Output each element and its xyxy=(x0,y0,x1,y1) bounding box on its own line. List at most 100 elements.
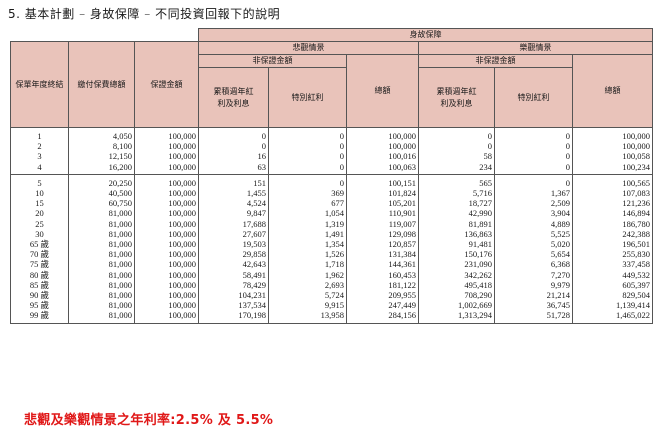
table-row: 80 歲 81,000 100,000 58,491 1,962 160,453 342,2… xyxy=(10,269,654,280)
header-accum-bonus-pess: 累積週年紅利及利息 xyxy=(198,67,270,128)
table-cell: 829,504 xyxy=(572,290,654,301)
table-cell: 146,894 xyxy=(572,208,654,219)
table-cell: 120,857 xyxy=(346,239,420,250)
table-cell: 2 xyxy=(10,141,69,152)
table-cell: 1,526 xyxy=(268,249,348,260)
table-cell: 0 xyxy=(494,174,574,189)
table-cell: 58,491 xyxy=(198,269,270,280)
table-cell: 16 xyxy=(198,151,270,162)
table-cell: 170,198 xyxy=(198,310,270,324)
table-cell: 1,718 xyxy=(268,259,348,270)
table-cell: 0 xyxy=(418,141,496,152)
table-cell: 75 歲 xyxy=(10,259,69,270)
table-cell: 20 xyxy=(10,208,69,219)
table-cell: 100,000 xyxy=(133,141,200,152)
table-cell: 100,000 xyxy=(346,127,420,142)
table-cell: 0 xyxy=(268,151,348,162)
table-cell: 5,525 xyxy=(494,228,574,240)
header-non-guaranteed-opt: 非保證金額 xyxy=(418,54,574,68)
header-pessimistic: 悲觀情景 xyxy=(198,41,420,55)
table-cell: 12,150 xyxy=(68,151,135,162)
table-cell: 0 xyxy=(494,151,574,162)
table-group-early: 1 4,050 100,000 0 0 100,000 0 0 100,000 2 8,100 100… xyxy=(10,127,654,175)
table-cell: 129,098 xyxy=(346,228,420,240)
table-cell: 85 歲 xyxy=(10,279,69,291)
table-cell: 100,000 xyxy=(572,141,654,152)
table-cell: 284,156 xyxy=(346,310,420,324)
table-cell: 5,716 xyxy=(418,188,496,199)
table-cell: 4 xyxy=(10,161,69,175)
table-cell: 91,481 xyxy=(418,239,496,250)
table-cell: 63 xyxy=(198,161,270,175)
table-row: 25 81,000 100,000 17,688 1,319 119,007 81,891 4… xyxy=(10,218,654,229)
table-row: 15 60,750 100,000 4,524 677 105,201 18,727 2,50… xyxy=(10,198,654,209)
table-cell: 90 歲 xyxy=(10,290,69,301)
table-cell: 100,000 xyxy=(133,161,200,175)
table-cell: 100,000 xyxy=(572,127,654,142)
table-cell: 21,214 xyxy=(494,290,574,301)
table-cell: 17,688 xyxy=(198,218,270,229)
table-cell: 255,830 xyxy=(572,249,654,260)
table-cell: 186,780 xyxy=(572,218,654,229)
table-cell: 4,524 xyxy=(198,198,270,209)
table-cell: 1,491 xyxy=(268,228,348,240)
table-cell: 181,122 xyxy=(346,279,420,291)
table-cell: 5 xyxy=(10,174,69,189)
table-cell: 137,534 xyxy=(198,300,270,311)
table-row: 85 歲 81,000 100,000 78,429 2,693 181,122 495,4… xyxy=(10,279,654,291)
table-cell: 81,000 xyxy=(68,269,135,280)
table-cell: 101,824 xyxy=(346,188,420,199)
header-non-guaranteed-pess: 非保證金額 xyxy=(198,54,348,68)
table-row: 95 歲 81,000 100,000 137,534 9,915 247,449 1,00… xyxy=(10,300,654,311)
table-cell: 100,000 xyxy=(133,228,200,240)
table-cell: 100,058 xyxy=(572,151,654,162)
table-cell: 1,139,414 xyxy=(572,300,654,311)
table-cell: 100,000 xyxy=(133,174,200,189)
table-cell: 231,090 xyxy=(418,259,496,270)
table-cell: 70 歲 xyxy=(10,249,69,260)
benefit-table: 身故保障 保單年度終結 繳付保費總額 保證金額 悲觀情景 樂觀情景 非保證金額 … xyxy=(10,28,654,324)
table-cell: 1,002,669 xyxy=(418,300,496,311)
table-cell: 100,000 xyxy=(133,269,200,280)
table-cell: 495,418 xyxy=(418,279,496,291)
table-cell: 100,000 xyxy=(346,141,420,152)
table-cell: 18,727 xyxy=(418,198,496,209)
header-death-benefit: 身故保障 xyxy=(198,28,654,42)
table-cell: 1,319 xyxy=(268,218,348,229)
table-cell: 0 xyxy=(494,127,574,142)
table-cell: 209,955 xyxy=(346,290,420,301)
table-cell: 1,455 xyxy=(198,188,270,199)
table-cell: 9,915 xyxy=(268,300,348,311)
table-cell: 100,000 xyxy=(133,300,200,311)
table-cell: 0 xyxy=(198,141,270,152)
table-cell: 565 xyxy=(418,174,496,189)
table-row: 70 歲 81,000 100,000 29,858 1,526 131,384 150,1… xyxy=(10,249,654,260)
table-row: 99 歲 81,000 100,000 170,198 13,958 284,156 1,3… xyxy=(10,310,654,324)
table-cell: 242,388 xyxy=(572,228,654,240)
table-cell: 19,503 xyxy=(198,239,270,250)
table-cell: 65 歲 xyxy=(10,239,69,250)
table-cell: 131,384 xyxy=(346,249,420,260)
table-cell: 100,000 xyxy=(133,290,200,301)
table-cell: 1,962 xyxy=(268,269,348,280)
table-cell: 5,020 xyxy=(494,239,574,250)
table-cell: 60,750 xyxy=(68,198,135,209)
table-cell: 677 xyxy=(268,198,348,209)
table-cell: 81,891 xyxy=(418,218,496,229)
table-cell: 144,361 xyxy=(346,259,420,270)
header-accum-bonus-opt: 累積週年紅利及利息 xyxy=(418,67,496,128)
header-total-premium: 繳付保費總額 xyxy=(68,41,135,128)
title-subtitle: 不同投資回報下的說明 xyxy=(155,7,281,21)
title-topic: 身故保障 xyxy=(89,7,140,21)
table-cell: 4,889 xyxy=(494,218,574,229)
table-cell: 16,200 xyxy=(68,161,135,175)
table-cell: 9,847 xyxy=(198,208,270,219)
table-cell: 0 xyxy=(494,161,574,175)
table-cell: 100,000 xyxy=(133,218,200,229)
table-cell: 29,858 xyxy=(198,249,270,260)
table-row: 5 20,250 100,000 151 0 100,151 565 0 100,565 xyxy=(10,174,654,189)
table-cell: 80 歲 xyxy=(10,269,69,280)
table-cell: 100,000 xyxy=(133,249,200,260)
table-cell: 100,000 xyxy=(133,208,200,219)
table-cell: 0 xyxy=(268,161,348,175)
